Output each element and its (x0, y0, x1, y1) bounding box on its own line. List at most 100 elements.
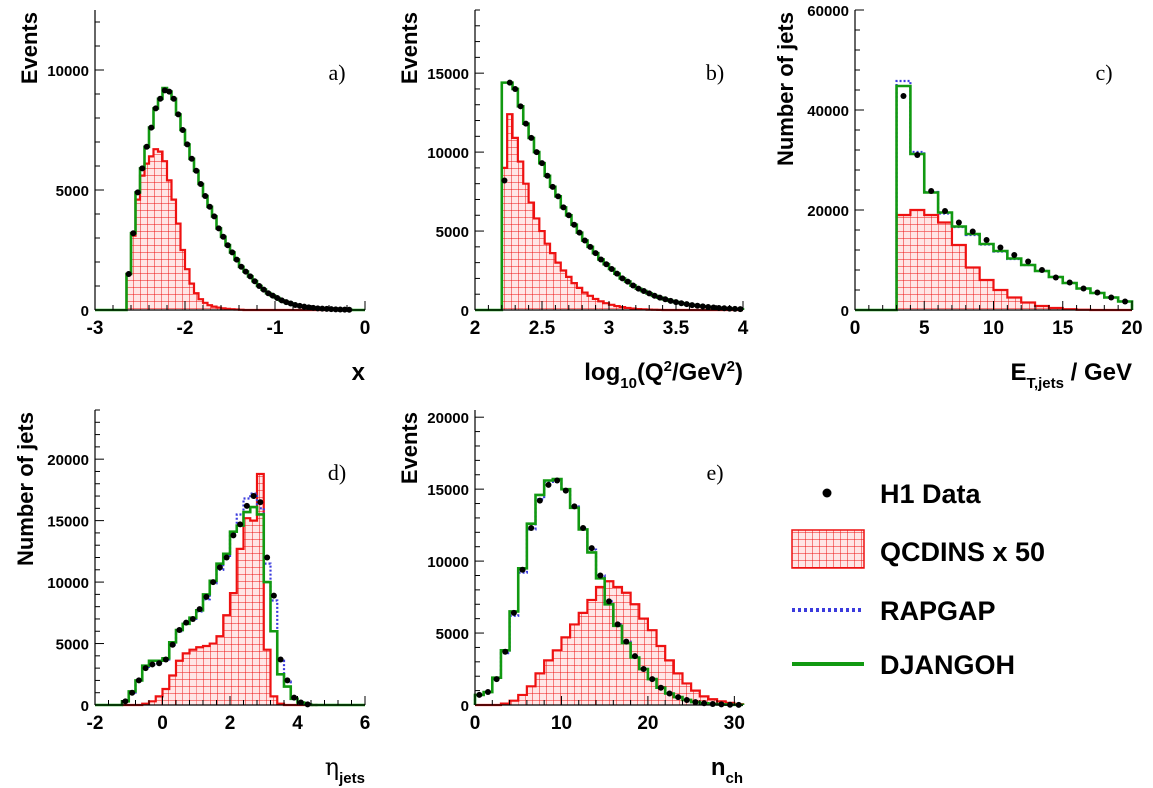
qcdins-bar (592, 298, 599, 310)
qcdins-outline (475, 580, 745, 707)
y-tick-label: 15000 (427, 66, 469, 83)
x-tick-label: 3 (604, 318, 615, 339)
data-point (215, 225, 222, 232)
x-tick-label: 2 (225, 713, 236, 734)
qcdins-bar (196, 647, 203, 705)
data-point (614, 621, 621, 628)
data-point (310, 304, 317, 311)
data-point (576, 229, 583, 236)
qcdins-bar (951, 245, 966, 310)
panel-b: 2 2.5 3 3.5 4 0 5000 10000 15000 Events b) log10(Q2… (397, 9, 749, 392)
data-point (592, 250, 599, 257)
data-point (694, 302, 701, 309)
data-point (237, 521, 244, 528)
data-point (188, 155, 195, 162)
data-point (1108, 294, 1115, 301)
data-points (476, 477, 742, 708)
data-point (152, 105, 159, 112)
data-point (588, 545, 595, 552)
qcdins-bar (257, 473, 264, 705)
data-point (291, 694, 298, 701)
legend: H1 Data QCDINS x 50 RAPGAP DJANGOH (791, 479, 1045, 680)
data-point (484, 689, 491, 696)
qcdins-bar (212, 306, 217, 310)
y-tick-label: 10000 (47, 63, 89, 80)
data-point (269, 292, 276, 299)
qcdins-bar (270, 696, 278, 705)
data-point (597, 572, 604, 579)
data-point (603, 261, 610, 268)
data-point (646, 290, 653, 297)
qcdins-bar (550, 253, 556, 310)
qcdins-bar (198, 299, 203, 310)
data-point (533, 149, 540, 156)
qcdins-bar (162, 689, 170, 705)
data-point (571, 503, 578, 510)
qcdins-histogram (501, 114, 663, 310)
data-point (256, 283, 263, 289)
data-point (737, 306, 744, 313)
data-point (928, 188, 935, 194)
data-point (545, 481, 552, 488)
x-tick-label: 0 (157, 713, 168, 734)
qcdins-bar (596, 587, 605, 705)
djangoh-line (855, 84, 1134, 312)
data-point (264, 554, 271, 561)
legend-qcdins-label: QCDINS x 50 (880, 537, 1045, 567)
y-tick-label: 60000 (807, 3, 849, 20)
qcdins-bar (517, 161, 524, 310)
qcdins-bar (587, 295, 593, 310)
qcdins-bar (924, 215, 939, 310)
data-point (651, 292, 658, 299)
data-point (536, 497, 543, 504)
data-point (251, 278, 258, 285)
qcdins-bar (639, 618, 648, 705)
qcdins-bar (512, 137, 518, 310)
qcdins-bar (965, 267, 980, 310)
data-point (179, 127, 186, 133)
x-tick-label: -1 (267, 318, 284, 339)
data-point (555, 193, 562, 200)
qcdins-bar (501, 167, 508, 310)
y-tick-label: 0 (461, 698, 469, 715)
y-tick-label: 15000 (47, 514, 89, 531)
data-point (692, 699, 699, 706)
data-point (955, 219, 962, 226)
panel-c: 0 5 10 15 20 0 20000 40000 60000 Number of jets c)… (773, 3, 1143, 392)
legend-qcdins-swatch (791, 529, 865, 569)
data-point (667, 297, 674, 304)
x-tick-label: -3 (87, 318, 104, 339)
data-point (656, 294, 663, 301)
data-point (519, 566, 526, 573)
qcdins-bar (149, 156, 154, 310)
x-tick-label: 10 (983, 318, 1004, 339)
qcdins-bar (230, 593, 237, 705)
data-point (1094, 289, 1101, 296)
qcdins-bar (180, 250, 185, 310)
qcdins-bar (566, 276, 572, 310)
data-point (203, 593, 210, 600)
data-points (122, 493, 311, 708)
data-point (640, 666, 647, 673)
qcdins-bar (243, 518, 251, 705)
data-point (1025, 258, 1032, 265)
legend-djangoh-label: DJANGOH (880, 650, 1015, 680)
data-point (942, 208, 949, 214)
y-axis-label: Events (17, 12, 42, 84)
y-tick-label: 10000 (47, 575, 89, 592)
qcdins-bar (609, 304, 615, 310)
qcdins-bar (140, 175, 145, 310)
qcdins-bar (896, 215, 911, 310)
qcdins-bar (158, 151, 163, 310)
qcdins-bar (182, 653, 190, 705)
data-point (328, 306, 335, 313)
panel-e: 0 10 20 30 0 5000 10000 15000 20000 Events e) nch (397, 410, 745, 787)
panel-label: a) (328, 60, 345, 85)
data-point (517, 103, 524, 110)
qcdins-bar (587, 599, 597, 705)
qcdins-bar (509, 700, 519, 705)
data-point (624, 278, 631, 285)
y-tick-label: 0 (81, 303, 89, 320)
qcdins-bar (528, 202, 534, 310)
data-point (125, 271, 132, 277)
